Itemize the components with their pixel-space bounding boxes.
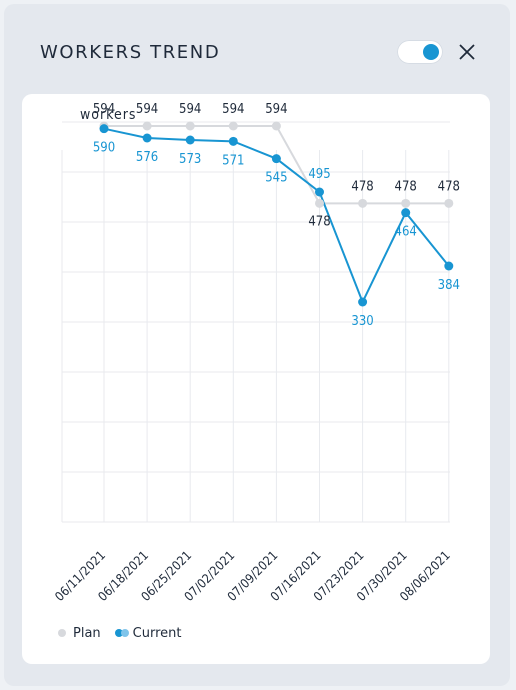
plan-data-label: 478: [351, 179, 373, 194]
current-data-label: 576: [136, 150, 158, 165]
current-data-label: 330: [351, 314, 373, 329]
chart-legend: Plan Current: [58, 624, 196, 642]
current-data-label: 495: [308, 167, 330, 182]
current-data-label: 545: [265, 171, 287, 186]
plan-point: [185, 121, 195, 131]
plan-point: [271, 121, 281, 131]
plan-data-label: 478: [438, 179, 460, 194]
plan-legend-marker: [58, 629, 66, 637]
current-data-label: 571: [222, 153, 244, 168]
plan-point: [358, 198, 368, 208]
current-point: [228, 136, 238, 146]
current-point: [358, 297, 368, 307]
current-data-label: 573: [179, 152, 201, 167]
chart-card: workers 594 594 594 594 594 478 478 478 478 590 576…: [22, 94, 490, 664]
chart-toggle[interactable]: [397, 40, 443, 64]
current-point: [271, 154, 281, 164]
current-point: [444, 261, 454, 271]
plan-data-label: 594: [93, 102, 115, 117]
y-axis-label: workers: [80, 107, 136, 123]
panel-title: WORKERS TREND: [40, 42, 221, 63]
plan-data-label: 594: [265, 102, 287, 117]
plan-point: [228, 121, 238, 131]
current-point: [99, 124, 109, 134]
plan-data-label: 594: [136, 102, 158, 117]
current-legend-marker: [114, 629, 131, 637]
toggle-icon: [423, 44, 439, 60]
plan-data-label: 478: [308, 214, 330, 229]
legend-item-plan[interactable]: Plan: [58, 626, 101, 641]
plan-data-label: 594: [179, 102, 201, 117]
current-data-label: 464: [395, 225, 417, 240]
plan-point: [444, 198, 454, 208]
current-data-label: 384: [438, 278, 460, 293]
current-point: [315, 187, 324, 197]
current-point: [185, 135, 195, 145]
close-icon[interactable]: [456, 41, 478, 63]
plan-point: [401, 198, 411, 208]
legend-label-current: Current: [132, 625, 182, 641]
current-point: [401, 208, 411, 218]
legend-label-plan: Plan: [73, 625, 101, 641]
current-data-label: 590: [93, 141, 115, 156]
current-point: [142, 133, 152, 143]
plan-point: [315, 198, 324, 208]
plan-point: [142, 121, 152, 131]
plan-data-label: 478: [395, 179, 417, 194]
plan-data-label: 594: [222, 102, 244, 117]
legend-item-current[interactable]: Current: [114, 625, 182, 641]
